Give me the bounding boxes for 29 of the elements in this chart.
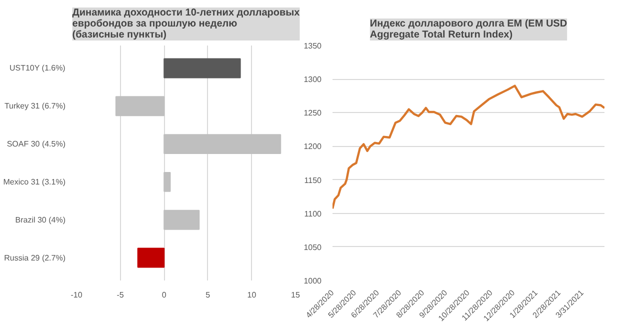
y-tick-label: Turkey 31 (6.7%) — [4, 102, 66, 111]
bar — [115, 96, 165, 116]
bar — [137, 248, 165, 268]
x-tick-label: -10 — [70, 290, 83, 300]
chart-title: Индекс долларового долга EM (EM USD Aggregate Total Return Index) — [370, 18, 568, 40]
bar — [164, 210, 200, 230]
x-tick-label: 15 — [291, 290, 300, 300]
chart-title: Динамика доходности 10-летних долларовых евробондов за прошлую неделю (базисные пункты) — [72, 8, 300, 40]
bar — [164, 58, 241, 78]
y-tick-label: Mexico 31 (3.1%) — [3, 177, 66, 186]
y-tick-label: 1200 — [304, 142, 322, 152]
y-tick-label: Brazil 30 (4%) — [15, 215, 66, 224]
x-tick-label: 10 — [247, 290, 257, 300]
y-tick-label: 1100 — [304, 209, 322, 218]
y-tick-label: 1250 — [304, 108, 322, 118]
y-tick-label: 1300 — [304, 75, 322, 84]
bar — [164, 172, 171, 192]
bar — [164, 134, 282, 154]
line-series — [332, 84, 604, 210]
x-tick-label: 5 — [206, 290, 211, 300]
y-tick-label: 1350 — [304, 42, 322, 50]
y-tick-label: 1150 — [304, 176, 322, 185]
x-tick-label: 0 — [162, 290, 167, 300]
y-tick-label: 1050 — [304, 242, 322, 252]
y-tick-label: Russia 29 (2.7%) — [4, 253, 66, 262]
y-tick-label: SOAF 30 (4.5%) — [6, 140, 66, 149]
y-tick-label: 1000 — [304, 276, 322, 286]
x-tick-label: -5 — [116, 290, 124, 300]
y-tick-label: UST10Y (1.6%) — [9, 64, 66, 73]
